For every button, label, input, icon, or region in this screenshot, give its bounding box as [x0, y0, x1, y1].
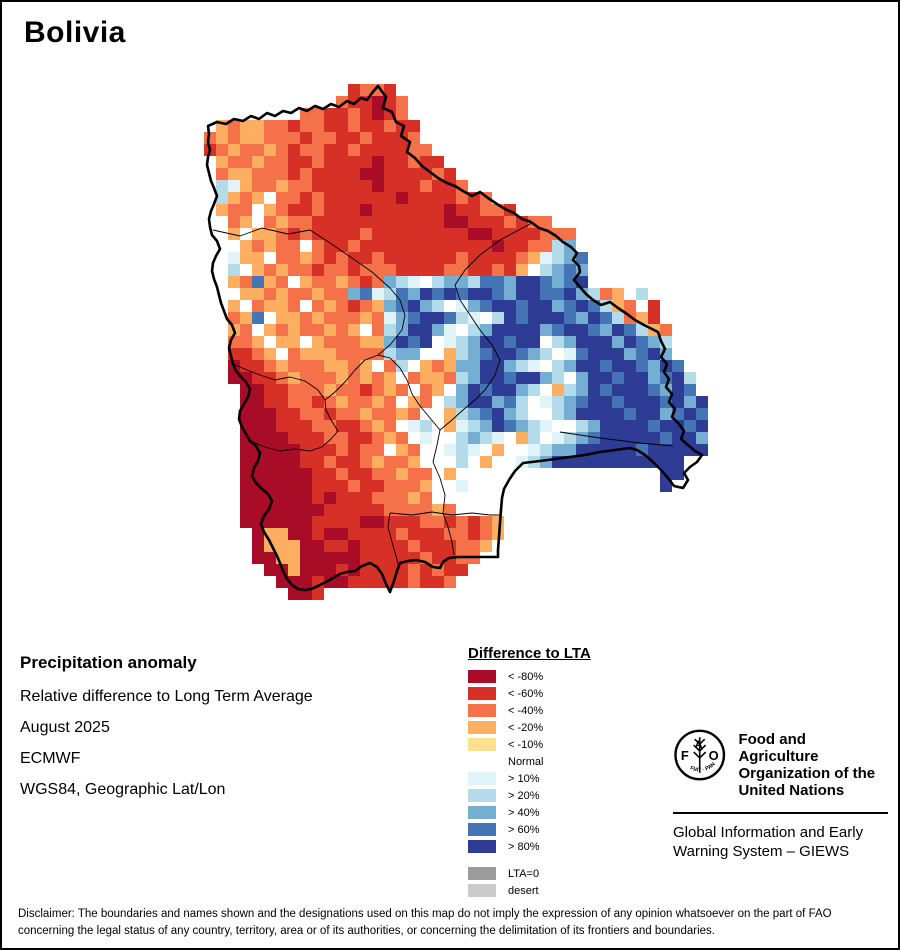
giews-label: Global Information and Early Warning Sys… — [673, 823, 888, 861]
legend-label: > 20% — [508, 789, 540, 802]
legend-label: < -80% — [508, 670, 544, 683]
legend-items: < -80% < -60% < -40% < -20% < -10% Normal > 10… — [468, 670, 638, 897]
legend-swatch — [468, 670, 496, 683]
disclaimer-line: Disclaimer: The boundaries and names sho… — [18, 908, 832, 920]
legend-item: LTA=0 — [468, 867, 638, 880]
legend-swatch — [468, 704, 496, 717]
info-period: August 2025 — [20, 719, 110, 736]
legend-item: < -20% — [468, 721, 638, 734]
legend-label: Normal — [508, 755, 544, 768]
legend-label: < -10% — [508, 738, 544, 751]
legend-label: < -40% — [508, 704, 544, 717]
legend-swatch — [468, 789, 496, 802]
legend-label: > 80% — [508, 840, 540, 853]
legend-item: > 60% — [468, 823, 638, 836]
legend-item: < -40% — [468, 704, 638, 717]
fao-name: Food and Agriculture Organization of the… — [738, 731, 888, 799]
legend-swatch — [468, 772, 496, 785]
legend-swatch-empty — [468, 755, 496, 768]
legend-swatch — [468, 738, 496, 751]
fao-name-line: United Nations — [738, 782, 845, 799]
legend-item: < -10% — [468, 738, 638, 751]
legend-label: LTA=0 — [508, 867, 540, 880]
legend-swatch — [468, 867, 496, 880]
fao-divider — [673, 812, 888, 814]
country-outline — [205, 84, 704, 594]
disclaimer-line: concerning the legal status of any count… — [18, 925, 715, 937]
legend-item: > 20% — [468, 789, 638, 802]
legend-swatch — [468, 823, 496, 836]
disclaimer: Disclaimer: The boundaries and names sho… — [18, 906, 884, 940]
info-method: Relative difference to Long Term Average — [20, 688, 313, 705]
legend-item: < -60% — [468, 687, 638, 700]
legend-item: > 80% — [468, 840, 638, 853]
legend-label: > 40% — [508, 806, 540, 819]
legend-item: desert — [468, 884, 638, 897]
raster-cells — [204, 84, 708, 600]
map-subtitle: Precipitation anomaly — [20, 653, 197, 672]
svg-text:A: A — [695, 739, 703, 751]
fao-logo-icon: F A O FIAT · PANIS — [673, 728, 726, 781]
legend-swatch — [468, 687, 496, 700]
legend-item: < -80% — [468, 670, 638, 683]
department-borders — [212, 222, 674, 565]
legend-label: > 60% — [508, 823, 540, 836]
info-source: ECMWF — [20, 750, 81, 767]
fao-name-line: Food and Agriculture — [738, 731, 819, 765]
info-projection: WGS84, Geographic Lat/Lon — [20, 781, 226, 798]
fao-name-line: Organization of the — [738, 765, 876, 782]
legend-swatch — [468, 884, 496, 897]
svg-text:O: O — [709, 748, 719, 763]
svg-text:F: F — [681, 748, 689, 763]
legend-swatch — [468, 840, 496, 853]
page-title: Bolivia — [24, 16, 126, 49]
legend-label: < -20% — [508, 721, 544, 734]
legend-label: < -60% — [508, 687, 544, 700]
map-info-block: Precipitation anomaly Relative differenc… — [20, 653, 440, 812]
legend-item: > 10% — [468, 772, 638, 785]
legend-title: Difference to LTA — [468, 645, 591, 662]
legend-label: desert — [508, 884, 539, 897]
giews-line: Global Information and Early — [673, 824, 864, 841]
legend-item: Normal — [468, 755, 638, 768]
legend-item: > 40% — [468, 806, 638, 819]
legend: Difference to LTA < -80% < -60% < -40% < -2… — [468, 645, 638, 901]
giews-line: Warning System – GIEWS — [673, 843, 850, 860]
legend-swatch — [468, 806, 496, 819]
fao-block: F A O FIAT · PANIS Food and Agriculture … — [673, 728, 888, 861]
legend-swatch — [468, 721, 496, 734]
legend-label: > 10% — [508, 772, 540, 785]
